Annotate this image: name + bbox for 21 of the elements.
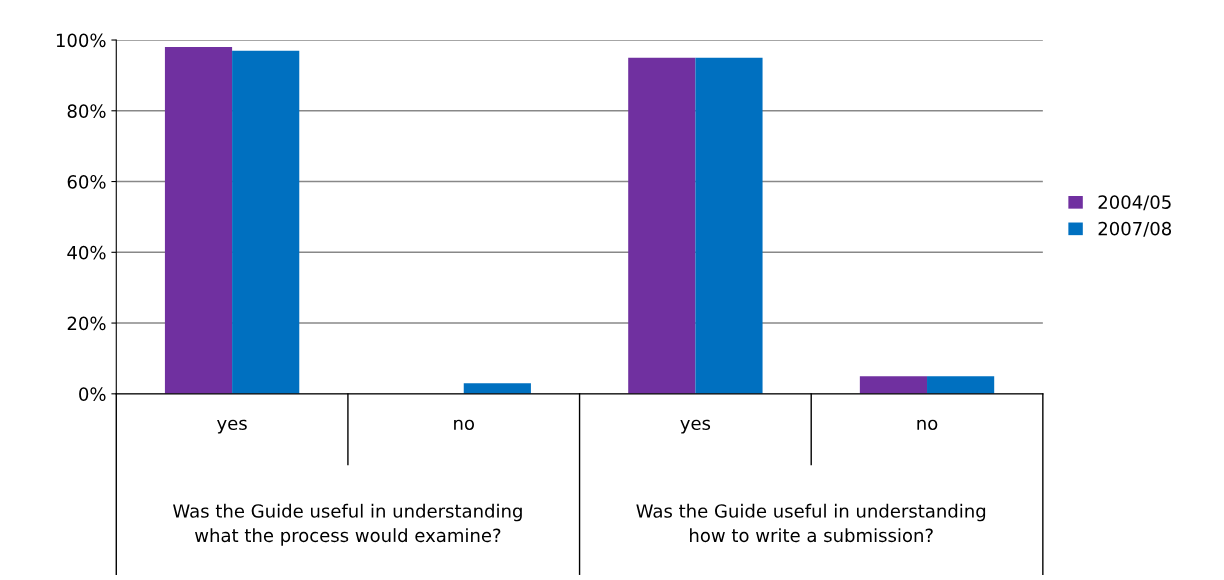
x-tick-label: yes xyxy=(217,419,247,434)
legend-label: 2004/05 xyxy=(1098,195,1171,211)
bar xyxy=(232,50,300,394)
y-tick-label: 100% xyxy=(56,33,106,48)
y-tick-label: 20% xyxy=(67,316,106,331)
legend-label: 2007/08 xyxy=(1098,221,1172,237)
y-tick-label: 80% xyxy=(67,104,106,118)
bar xyxy=(927,376,995,394)
text: Was the Guide useful in understanding how to write a submission? xyxy=(636,503,986,543)
bar xyxy=(164,47,233,394)
x-tick-label: no xyxy=(917,419,938,431)
y-tick-label: 60% xyxy=(67,175,106,189)
bar xyxy=(859,376,928,394)
y-tick-label: 40% xyxy=(67,245,106,260)
x-tick-label: no xyxy=(454,419,474,431)
x-tick-label: yes xyxy=(680,419,711,434)
text: Was the Guide useful in understanding what the process would examine? xyxy=(173,503,522,546)
bar xyxy=(695,57,763,394)
bar xyxy=(463,383,531,394)
y-tick-label: 0% xyxy=(79,387,106,401)
bar xyxy=(628,57,696,394)
